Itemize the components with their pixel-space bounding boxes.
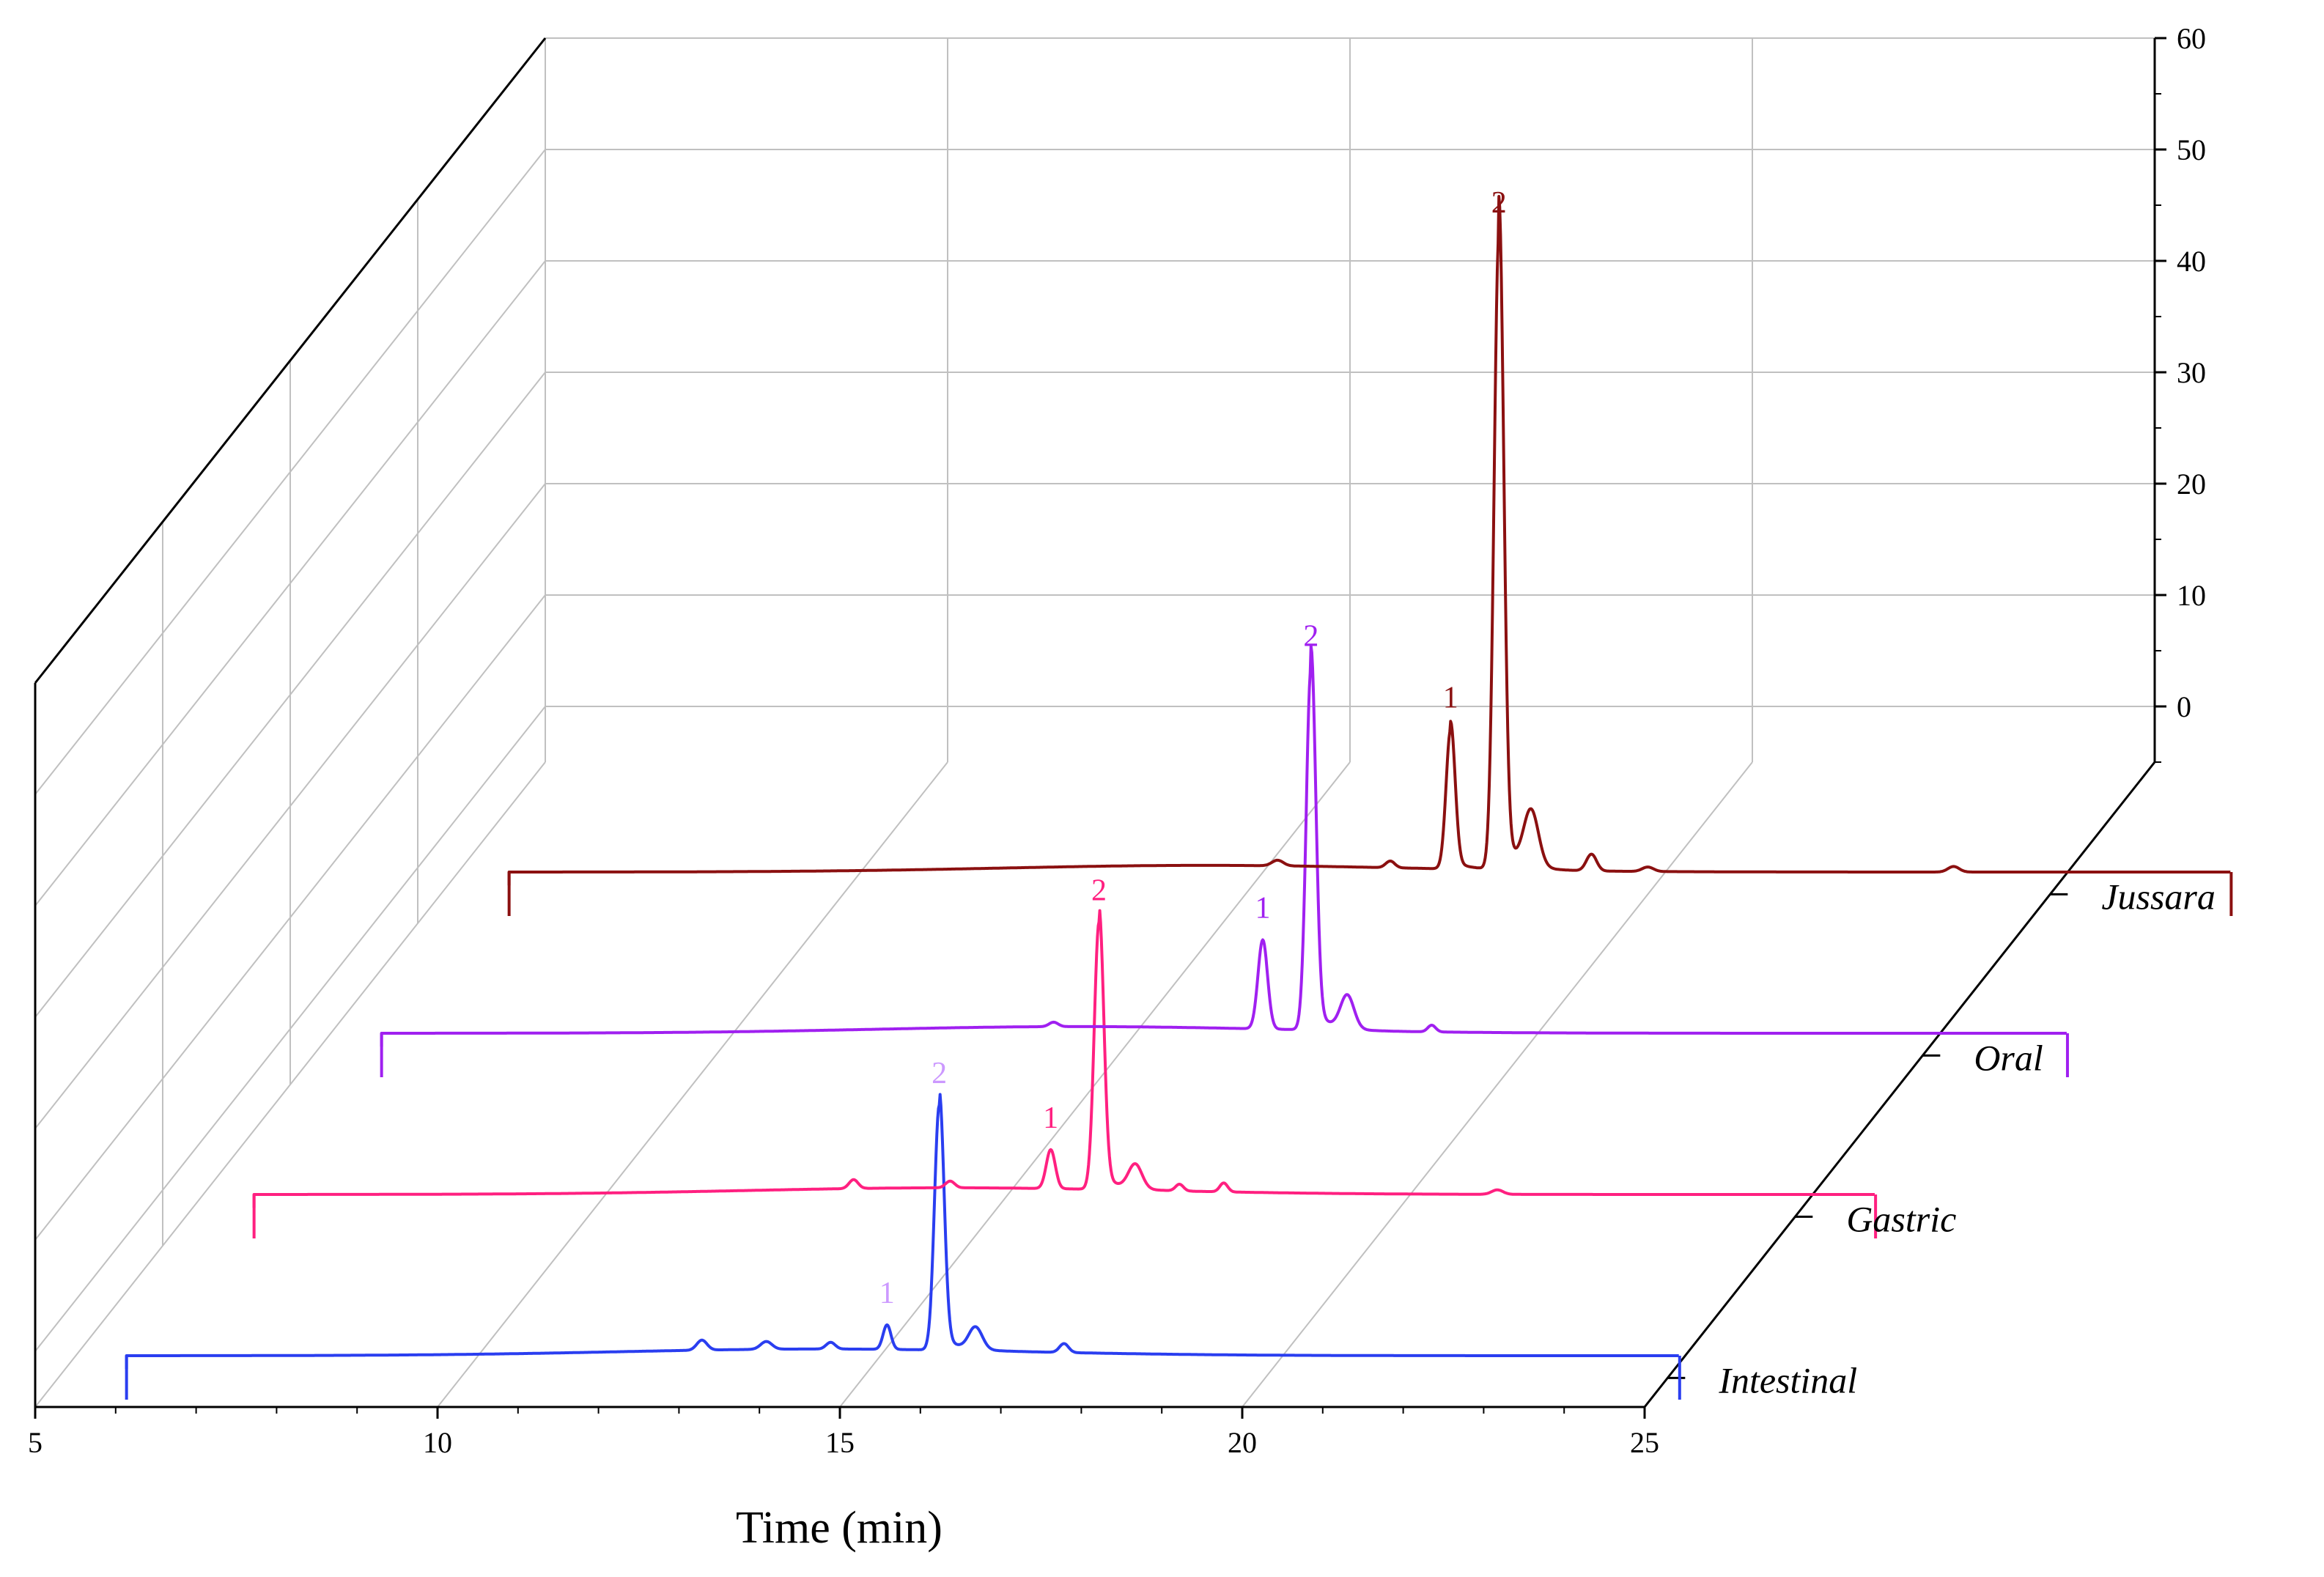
peak-label: 1 — [1255, 891, 1270, 925]
depth-axis-line — [1643, 761, 2156, 1408]
z-tick-label: 10 — [2177, 579, 2206, 612]
series-name-label: Jussara — [2101, 876, 2216, 917]
z-tick-label: 30 — [2177, 356, 2206, 389]
x-axis-title: Time (min) — [736, 1503, 942, 1553]
chart-labels: Intestinal 1 2 Gastric 1 2 Oral 1 2 Jussara 1 2 — [879, 186, 2216, 1400]
z-tick-label: 40 — [2177, 245, 2206, 278]
series-line-intestinal — [125, 1093, 1680, 1370]
chart-grid — [34, 37, 2155, 1408]
x-tick-label: 5 — [28, 1426, 43, 1459]
x-tick-label: 20 — [1228, 1426, 1257, 1459]
floor-gridline — [34, 761, 546, 1408]
floor-gridline — [1242, 761, 1753, 1408]
x-tick-label: 15 — [825, 1426, 855, 1459]
peak-label: 2 — [1491, 186, 1507, 220]
floor-gridline — [437, 761, 948, 1408]
series-line-gastric — [252, 909, 1875, 1208]
series-name-label: Gastric — [1846, 1198, 1956, 1239]
peak-label: 1 — [1443, 682, 1458, 715]
z-tick-label: 60 — [2177, 22, 2206, 55]
chart-frame: 5 10 15 20 25 0 10 20 30 40 50 60 — [28, 22, 2206, 1459]
series-name-label: Oral — [1974, 1037, 2043, 1078]
peak-label: 2 — [932, 1057, 947, 1090]
series-line-jussara — [507, 195, 2232, 886]
peak-label: 2 — [1091, 874, 1107, 907]
series-line-oral — [380, 644, 2067, 1047]
x-tick-label: 10 — [423, 1426, 452, 1459]
peak-label: 2 — [1303, 619, 1318, 653]
z-tick-label: 20 — [2177, 468, 2206, 501]
z-tick-label: 0 — [2177, 690, 2191, 723]
z-tick-label: 50 — [2177, 133, 2206, 166]
peak-label: 1 — [879, 1277, 895, 1310]
series-name-label: Intestinal — [1718, 1359, 1857, 1400]
peak-label: 1 — [1043, 1101, 1058, 1135]
chart-series — [125, 195, 2233, 1400]
floor-gridline — [839, 761, 1351, 1408]
top-left-edge — [34, 37, 547, 684]
x-tick-label: 25 — [1630, 1426, 1659, 1459]
